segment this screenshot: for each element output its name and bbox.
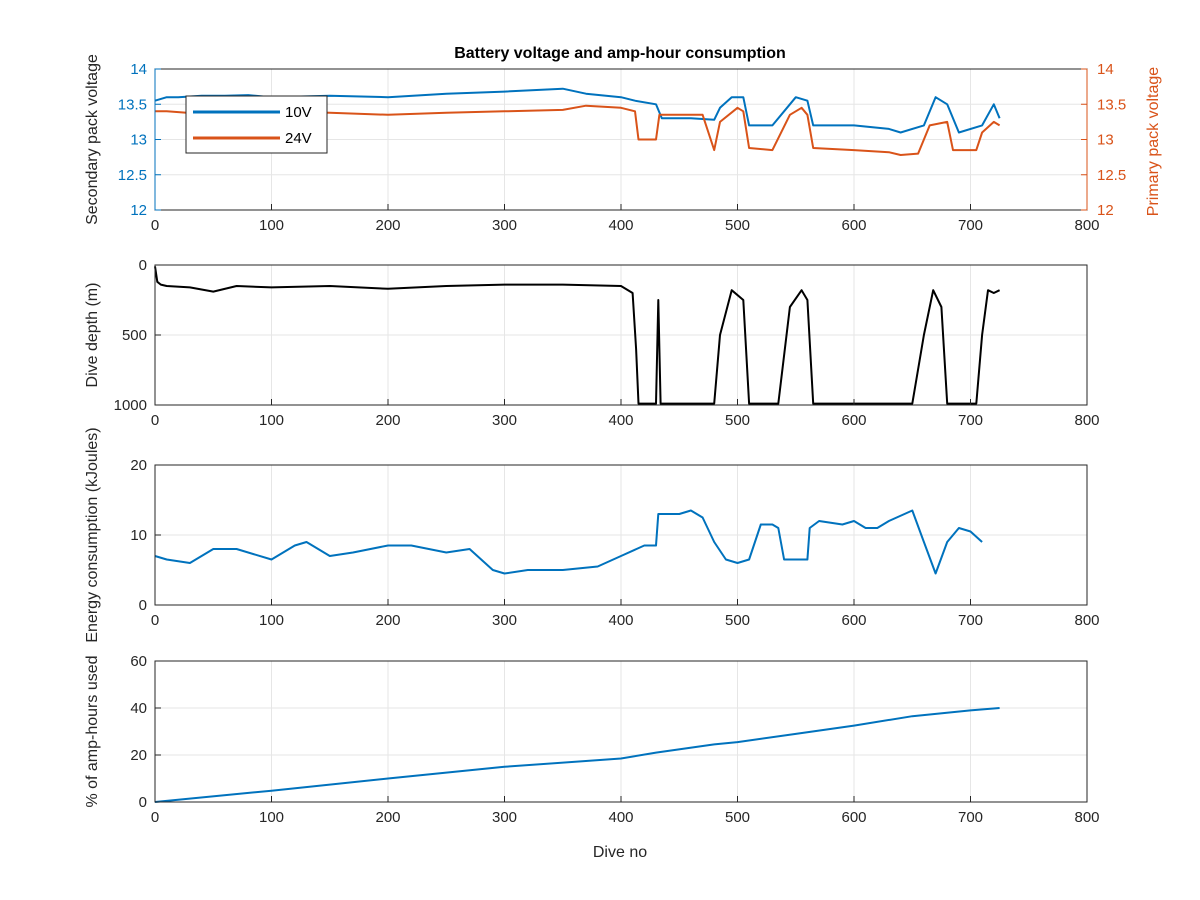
x-tick-label: 800 xyxy=(1074,217,1099,234)
y-axis-label: Secondary pack voltage xyxy=(84,54,101,225)
x-tick-label: 300 xyxy=(492,412,517,429)
series-line-main xyxy=(154,509,983,575)
x-tick-label: 700 xyxy=(958,412,983,429)
x-tick-label: 200 xyxy=(375,217,400,234)
y-tick-label: 60 xyxy=(130,653,147,670)
y-axis-label: Dive depth (m) xyxy=(84,283,101,388)
y-right-axis-label: Primary pack voltage xyxy=(1145,67,1162,216)
series-line-main xyxy=(154,266,1001,405)
y-right-tick-label: 14 xyxy=(1097,61,1114,78)
series-line-24v xyxy=(155,104,1001,156)
x-tick-label: 400 xyxy=(608,412,633,429)
y-axis-label: % of amp-hours used xyxy=(84,655,101,807)
x-tick-label: 800 xyxy=(1074,809,1099,826)
x-tick-label: 600 xyxy=(841,412,866,429)
y-right-tick-label: 13 xyxy=(1097,132,1114,149)
energy-panel: 0 100 200 300 400 500 600 700 800 0 10 20 Energy con… xyxy=(84,427,1100,642)
x-tick-label: 0 xyxy=(151,217,159,234)
x-tick-label: 600 xyxy=(841,809,866,826)
x-axis-label: Dive no xyxy=(593,844,647,861)
x-tick-label: 600 xyxy=(841,612,866,629)
x-tick-label: 500 xyxy=(725,412,750,429)
y-tick-label: 13 xyxy=(130,132,147,149)
legend-label-10v: 10V xyxy=(285,104,312,121)
x-tick-label: 700 xyxy=(958,217,983,234)
x-tick-label: 100 xyxy=(259,412,284,429)
x-tick-label: 300 xyxy=(492,612,517,629)
y-tick-label: 13.5 xyxy=(118,96,147,113)
y-tick-label: 0 xyxy=(139,794,147,811)
x-tick-label: 700 xyxy=(958,612,983,629)
x-tick-label: 600 xyxy=(841,217,866,234)
x-tick-label: 100 xyxy=(259,612,284,629)
y-tick-label: 10 xyxy=(130,527,147,544)
x-tick-label: 400 xyxy=(608,612,633,629)
y-right-tick-label: 12.5 xyxy=(1097,167,1126,184)
x-tick-label: 100 xyxy=(259,217,284,234)
y-tick-label: 20 xyxy=(130,747,147,764)
voltage-panel: 0 100 200 300 400 500 600 700 8001212.51313.514S… xyxy=(84,54,1162,234)
legend-box xyxy=(185,95,328,154)
x-tick-label: 800 xyxy=(1074,612,1099,629)
legend: 10V 24V xyxy=(185,95,328,154)
y-right-tick-label: 13.5 xyxy=(1097,96,1126,113)
y-tick-label: 12.5 xyxy=(118,167,147,184)
x-tick-label: 200 xyxy=(375,809,400,826)
series-line-main xyxy=(154,707,1000,803)
y-tick-label: 12 xyxy=(130,202,147,219)
x-tick-label: 0 xyxy=(151,612,159,629)
x-tick-label: 0 xyxy=(151,809,159,826)
y-tick-label: 0 xyxy=(139,597,147,614)
depth-panel: 0 100 200 300 400 500 600 700 800 0 500 1000 Dive de… xyxy=(84,257,1100,429)
x-tick-label: 500 xyxy=(725,217,750,234)
x-tick-label: 800 xyxy=(1074,412,1099,429)
x-tick-label: 400 xyxy=(608,217,633,234)
y-right-tick-label: 12 xyxy=(1097,202,1114,219)
x-tick-label: 0 xyxy=(151,412,159,429)
x-tick-label: 700 xyxy=(958,809,983,826)
y-tick-label: 20 xyxy=(130,457,147,474)
x-tick-label: 500 xyxy=(725,612,750,629)
x-tick-label: 200 xyxy=(375,412,400,429)
y-tick-label: 500 xyxy=(122,327,147,344)
y-tick-label: 1000 xyxy=(114,397,147,414)
chart-title: Battery voltage and amp-hour consumption xyxy=(454,45,786,62)
legend-label-24v: 24V xyxy=(285,130,312,147)
y-tick-label: 0 xyxy=(139,257,147,274)
y-axis-label: Energy consumption (kJoules) xyxy=(84,427,101,642)
x-tick-label: 300 xyxy=(492,809,517,826)
x-tick-label: 500 xyxy=(725,809,750,826)
x-tick-label: 300 xyxy=(492,217,517,234)
x-tick-label: 200 xyxy=(375,612,400,629)
y-tick-label: 40 xyxy=(130,700,147,717)
y-tick-label: 14 xyxy=(130,61,147,78)
amp-hours-panel: 0 100 200 300 400 500 600 700 800 0 20 40 60 % of amp… xyxy=(84,653,1100,826)
x-tick-label: 400 xyxy=(608,809,633,826)
x-tick-label: 100 xyxy=(259,809,284,826)
